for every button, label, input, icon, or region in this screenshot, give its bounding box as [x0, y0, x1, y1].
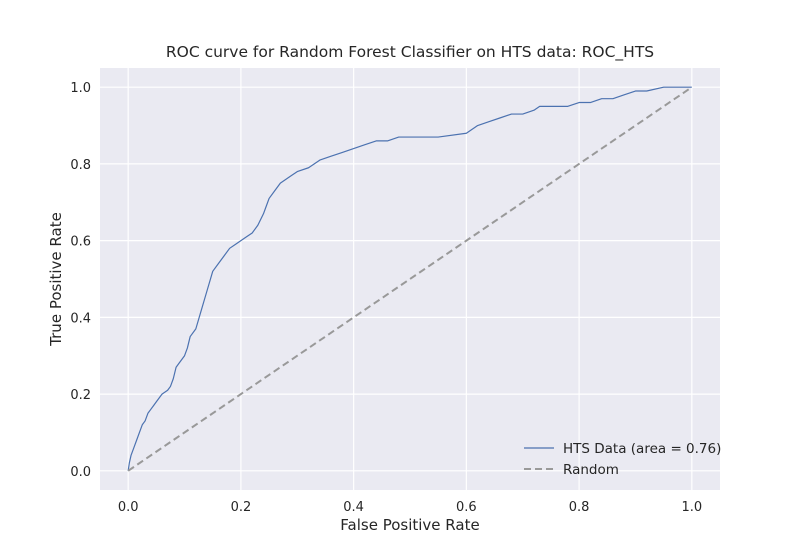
y-tick-label: 0.0	[70, 465, 91, 480]
y-axis-label: True Positive Rate	[47, 212, 65, 347]
y-tick-label: 1.0	[70, 81, 91, 96]
x-tick-label: 0.8	[569, 500, 590, 515]
x-tick-label: 1.0	[681, 500, 702, 515]
x-tick-label: 0.4	[343, 500, 364, 515]
chart-title: ROC curve for Random Forest Classifier o…	[166, 43, 654, 62]
y-tick-label: 0.6	[70, 235, 91, 250]
hts-data-roc-line	[127, 86, 692, 471]
y-tick-label: 0.8	[70, 158, 91, 173]
x-tick-label: 0.0	[118, 500, 139, 515]
x-tick-label: 0.6	[456, 500, 477, 515]
tick-labels: 0.0 0.2 0.4 0.6 0.8 1.0 0.0 0.2 0.4 0.6 0.8 1.0	[70, 81, 702, 515]
legend-label-hts: HTS Data (area = 0.76)	[563, 441, 721, 457]
legend-label-random: Random	[563, 462, 619, 478]
y-tick-label: 0.2	[70, 388, 91, 403]
x-axis-label: False Positive Rate	[340, 516, 479, 534]
legend: HTS Data (area = 0.76) Random	[524, 441, 721, 478]
x-tick-label: 0.2	[231, 500, 252, 515]
random-baseline-line	[127, 86, 693, 472]
series-layer	[127, 86, 693, 472]
grid-lines	[100, 68, 720, 490]
y-tick-label: 0.4	[70, 311, 91, 326]
